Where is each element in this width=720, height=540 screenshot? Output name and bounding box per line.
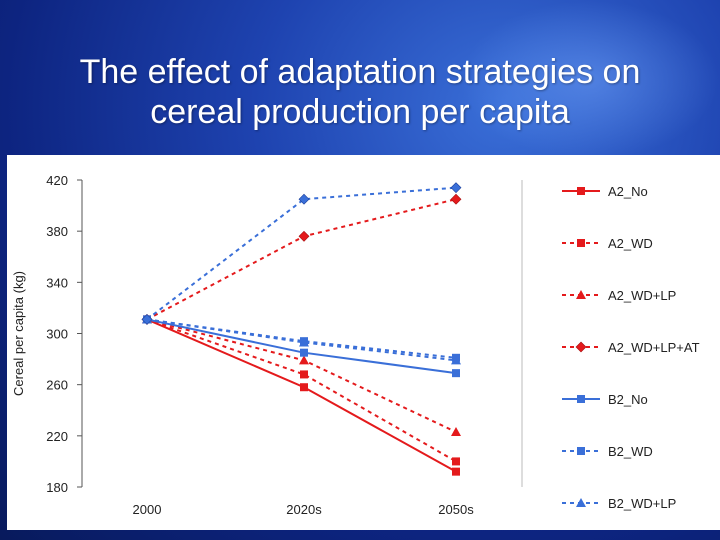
data-point [300,383,308,392]
legend-marker [577,447,585,455]
data-point [451,426,461,436]
legend-marker [577,239,585,247]
y-tick-label: 420 [46,173,68,188]
chart-legend: A2_No A2_WD A2_WD+LP A2_WD+LP+AT B2_No B2_WD B… [562,184,700,511]
data-point [300,348,308,357]
data-point [452,369,460,378]
chart-axes: 180 220 260 300 340 380 420 2000 2020s 2050s Cerea… [11,173,523,517]
data-point [452,467,460,476]
y-tick-label: 340 [46,275,68,290]
data-point [450,193,462,205]
data-point [141,314,153,325]
line-chart: 180 220 260 300 340 380 420 2000 2020s 2050s Cerea… [11,173,700,517]
x-tick-label: 2000 [133,502,162,517]
legend-marker [577,395,585,403]
legend-label: A2_WD+LP [608,288,676,303]
slide-title-line-1: The effect of adaptation strategies on [79,53,641,91]
background-glow [460,0,720,160]
data-point [299,355,309,365]
data-point [298,193,310,205]
legend-marker [576,290,586,299]
data-point [451,355,461,365]
y-tick-label: 260 [46,378,68,393]
legend-label: B2_No [608,392,648,407]
series-line [146,198,457,321]
x-tick-label: 2050s [438,502,474,517]
series-line [146,186,457,321]
legend-marker [576,498,586,507]
chart-plot-area [141,182,462,476]
data-point [298,230,310,242]
legend-marker [575,341,587,353]
legend-marker [577,187,585,195]
slide-title: The effect of adaptation strategies on c… [20,52,700,132]
legend-label: A2_WD [608,236,653,251]
y-tick-label: 380 [46,224,68,239]
legend-label: B2_WD [608,444,653,459]
y-tick-label: 220 [46,429,68,444]
data-point [299,337,309,347]
series-line [146,318,457,463]
y-tick-label: 300 [46,327,68,342]
y-tick-label: 180 [46,480,68,495]
legend-label: B2_WD+LP [608,496,676,511]
x-tick-label: 2020s [286,502,322,517]
legend-label: A2_No [608,184,648,199]
slide-title-line-2: cereal production per capita [150,93,570,131]
legend-label: A2_WD+LP+AT [608,340,700,355]
y-axis-title: Cereal per capita (kg) [11,271,26,396]
data-point [450,182,462,194]
chart-panel: 180 220 260 300 340 380 420 2000 2020s 2050s Cerea… [7,155,720,530]
data-point [452,457,460,466]
data-point [300,370,308,379]
